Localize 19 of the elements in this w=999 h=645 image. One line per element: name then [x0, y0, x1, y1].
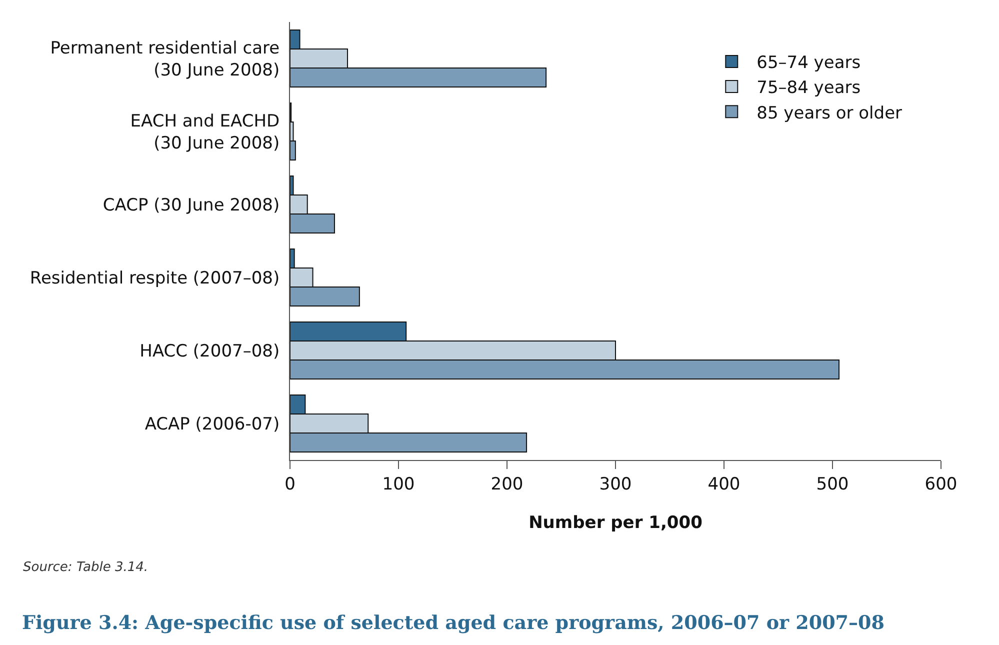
y-tick-label: Permanent residential care (30 June 2008): [50, 38, 280, 80]
x-axis-title: Number per 1,000: [528, 512, 703, 533]
x-tick-label: 0: [284, 474, 296, 494]
x-tick-label: 400: [708, 474, 740, 494]
legend-label: 65–74 years: [756, 53, 861, 74]
x-tick-label: 100: [382, 474, 415, 494]
legend-label: 75–84 years: [756, 78, 861, 98]
legend-label: 85 years or older: [756, 103, 902, 124]
y-tick-label: ACAP (2006-07): [144, 414, 280, 434]
x-tick-label: 600: [924, 474, 958, 494]
text: Figure 3.4: Age-specific use of selected aged care programs, 2006–07 or 2007–08: [22, 612, 884, 634]
y-tick-label: EACH and EACHD (30 June 2008): [130, 111, 280, 154]
y-tick-label: CACP (30 June 2008): [102, 195, 280, 216]
source-note: Source: Table 3.14.: [23, 560, 148, 575]
x-tick-label: 500: [816, 474, 849, 494]
x-tick-label: 300: [599, 474, 632, 494]
y-tick-label: Residential respite (2007–08): [30, 268, 280, 288]
y-tick-label: HACC (2007–08): [140, 341, 280, 362]
x-tick-label: 200: [490, 474, 524, 494]
